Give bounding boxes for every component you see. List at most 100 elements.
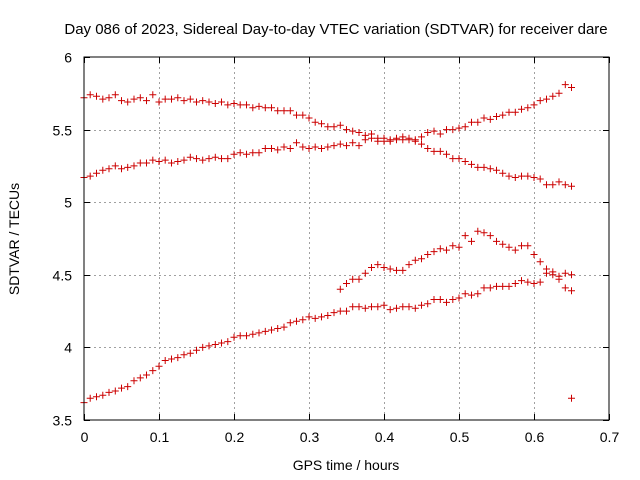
data-point <box>205 342 213 350</box>
y-tick-label: 4.5 <box>53 268 73 284</box>
data-point <box>343 126 350 134</box>
data-point <box>399 266 407 274</box>
data-point <box>118 165 125 173</box>
data-point <box>268 104 275 112</box>
data-point <box>149 367 157 375</box>
data-point <box>524 104 532 112</box>
data-point <box>405 261 413 269</box>
data-point <box>293 111 300 119</box>
data-point <box>536 258 544 266</box>
data-point <box>193 98 200 106</box>
data-point <box>499 240 507 248</box>
data-point <box>405 134 413 142</box>
data-point <box>174 354 182 362</box>
data-point <box>530 251 538 258</box>
data-point <box>436 130 444 138</box>
data-point <box>349 127 357 135</box>
x-tick-label: 0.2 <box>225 429 245 445</box>
data-point <box>480 114 488 122</box>
data-point <box>299 316 307 324</box>
data-point <box>536 278 544 286</box>
data-point <box>399 303 407 311</box>
data-point <box>511 108 519 116</box>
y-axis-label: SDTVAR / TECUs <box>6 183 22 295</box>
y-tick-labels: 3.5 4 4.5 5 5.5 6 <box>53 50 73 429</box>
data-point <box>299 111 307 119</box>
x-tick-label: 0.4 <box>375 429 395 445</box>
data-point <box>505 243 513 251</box>
data-point <box>218 339 225 347</box>
data-point <box>549 181 557 189</box>
data-point <box>518 105 525 113</box>
data-point <box>236 149 244 157</box>
data-point <box>568 84 575 91</box>
data-point <box>461 232 469 240</box>
data-point <box>130 162 138 170</box>
data-point <box>561 284 569 292</box>
data-point <box>393 134 400 142</box>
data-point <box>568 287 575 295</box>
data-point <box>418 301 425 309</box>
data-point <box>518 277 525 285</box>
data-point <box>105 94 113 102</box>
data-point <box>249 104 257 112</box>
data-point <box>149 156 157 164</box>
data-point <box>330 309 338 317</box>
data-point <box>343 307 350 315</box>
data-point <box>336 285 344 293</box>
data-point <box>293 139 300 147</box>
data-point <box>136 94 144 102</box>
data-point <box>543 95 550 103</box>
data-point <box>424 129 432 136</box>
data-point <box>268 326 275 334</box>
data-point <box>530 101 538 109</box>
data-point <box>449 126 457 134</box>
data-point <box>380 137 388 145</box>
data-point <box>518 242 525 250</box>
data-point <box>474 290 482 298</box>
data-point <box>118 97 125 105</box>
x-tick-label: 0.3 <box>300 429 320 445</box>
data-point <box>180 97 188 105</box>
data-point <box>418 255 425 263</box>
data-point <box>336 140 344 148</box>
data-point <box>430 127 438 135</box>
data-point <box>155 98 163 106</box>
data-point <box>555 275 563 283</box>
data-point <box>255 102 263 110</box>
data-point <box>211 341 219 348</box>
data-point <box>243 332 250 340</box>
data-point <box>449 242 457 250</box>
data-point <box>349 139 357 147</box>
data-point <box>330 123 338 131</box>
data-point <box>468 118 475 126</box>
data-point <box>93 393 100 401</box>
data-point <box>224 338 232 346</box>
axis-ticks <box>84 57 610 421</box>
series-track-3 <box>80 268 575 407</box>
data-point <box>261 104 269 112</box>
data-point <box>168 159 175 167</box>
data-point <box>561 81 569 89</box>
data-point <box>105 388 113 396</box>
data-point <box>230 150 238 158</box>
data-point <box>424 251 432 258</box>
data-point <box>311 118 319 126</box>
data-point <box>261 145 269 152</box>
data-point <box>343 142 350 150</box>
data-point <box>168 95 175 103</box>
data-point <box>211 100 219 107</box>
data-point <box>511 246 519 254</box>
data-point <box>524 242 532 250</box>
data-point <box>155 362 163 370</box>
x-tick-label: 0.1 <box>150 429 170 445</box>
data-point <box>461 123 469 131</box>
data-point <box>161 357 169 364</box>
data-point <box>193 155 200 163</box>
data-point <box>318 145 325 152</box>
data-point <box>405 303 413 311</box>
data-point <box>249 330 257 338</box>
data-point <box>543 265 550 273</box>
data-point <box>461 158 469 165</box>
